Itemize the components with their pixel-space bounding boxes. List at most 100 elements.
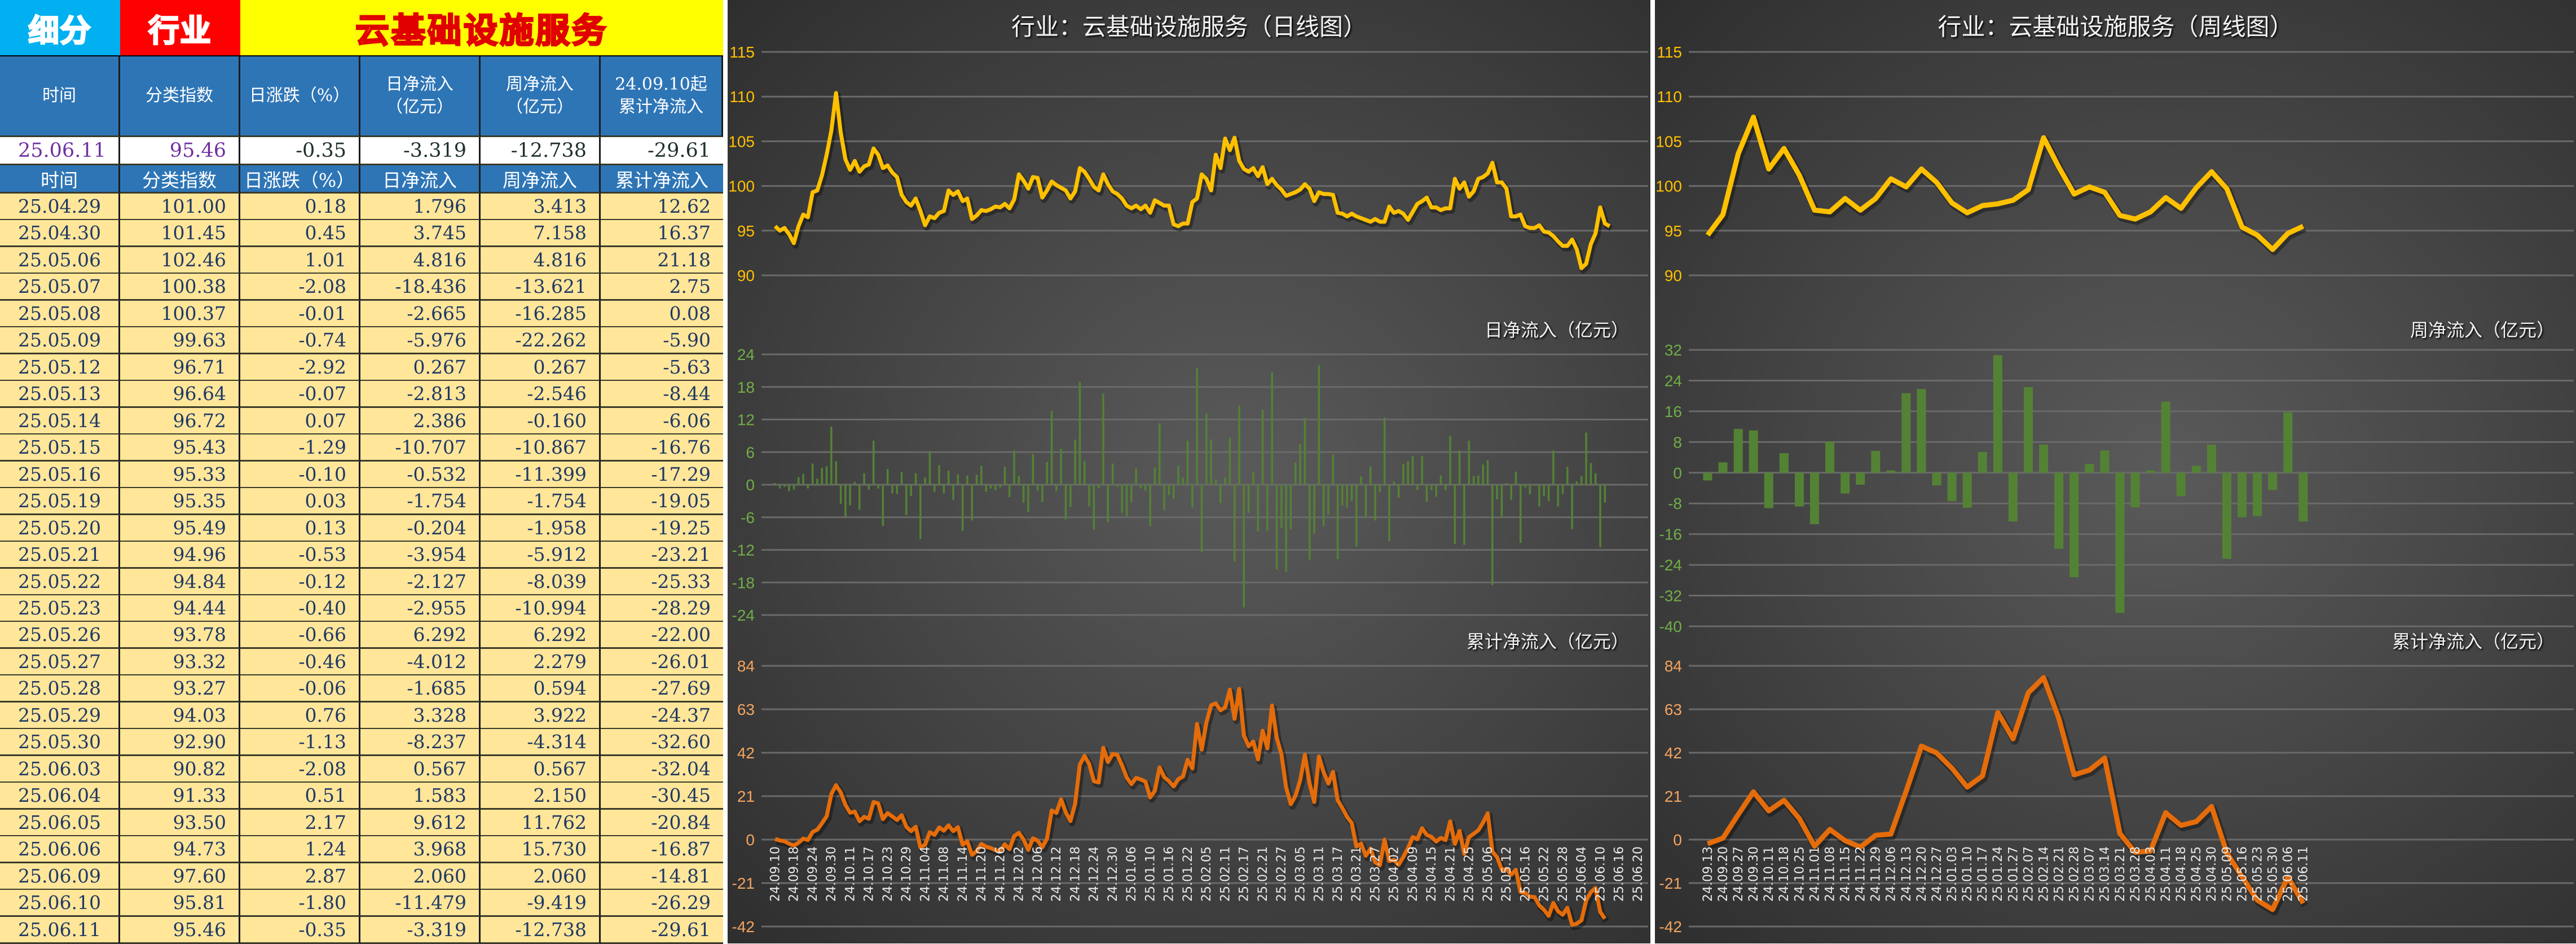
svg-text:25.03.07: 25.03.07: [2083, 846, 2097, 902]
svg-text:24.12.18: 24.12.18: [1068, 846, 1082, 902]
table-cell: -1.80: [240, 890, 360, 917]
table-cell: 1.796: [360, 194, 481, 221]
table-row: 25.05.22 94.84 -0.12 -2.127 -8.039 -25.33: [0, 569, 723, 596]
svg-text:95: 95: [737, 222, 755, 240]
svg-text:24.11.08: 24.11.08: [937, 846, 952, 902]
weekly-flow-label: 周净流入（亿元）: [2410, 319, 2555, 341]
table-row: 25.05.28 93.27 -0.06 -1.685 0.594 -27.69: [0, 675, 723, 702]
table-row: 25.05.19 95.35 0.03 -1.754 -1.754 -19.05: [0, 488, 723, 515]
svg-text:24.09.27: 24.09.27: [1732, 846, 1746, 902]
table-cell: 95.46: [120, 917, 240, 944]
svg-text:25.06.10: 25.06.10: [1593, 846, 1608, 902]
table-cell: -30.45: [601, 783, 723, 810]
table-cell: -5.63: [601, 354, 723, 381]
table-cell: -12.738: [481, 917, 601, 944]
table-cell: -0.35: [240, 137, 360, 165]
table-row: 25.05.26 93.78 -0.66 6.292 6.292 -22.00: [0, 622, 723, 649]
svg-text:12: 12: [737, 411, 755, 429]
table-row: 25.05.23 94.44 -0.40 -2.955 -10.994 -28.29: [0, 595, 723, 622]
svg-text:25.02.14: 25.02.14: [2037, 846, 2051, 902]
table-cell: 周净流入 （亿元）: [481, 56, 601, 137]
table-cell: 93.50: [120, 810, 240, 837]
table-cell: 91.33: [120, 783, 240, 810]
table-cell: -19.25: [601, 515, 723, 542]
table-cell: -17.29: [601, 462, 723, 489]
svg-text:25.01.10: 25.01.10: [1143, 846, 1157, 902]
table-cell: 95.35: [120, 488, 240, 515]
svg-text:84: 84: [1665, 657, 1682, 675]
table-row: 25.05.30 92.90 -1.13 -8.237 -4.314 -32.60: [0, 729, 723, 756]
svg-text:24.12.24: 24.12.24: [1087, 846, 1102, 902]
table-row: 25.05.20 95.49 0.13 -0.204 -1.958 -19.25: [0, 515, 723, 542]
table-cell: -22.262: [481, 327, 601, 354]
table-cell: 9.612: [360, 810, 481, 837]
svg-text:24.10.18: 24.10.18: [1777, 846, 1791, 902]
table-row: 25.05.21 94.96 -0.53 -3.954 -5.912 -23.21: [0, 542, 723, 569]
table-cell: -5.976: [360, 327, 481, 354]
svg-text:25.01.22: 25.01.22: [1181, 846, 1195, 902]
svg-text:24.11.29: 24.11.29: [1869, 846, 1883, 902]
table-cell: 时间: [0, 56, 120, 137]
table-cell: 2.75: [601, 274, 723, 301]
svg-text:24.12.12: 24.12.12: [1050, 846, 1064, 902]
table-cell: 25.05.20: [0, 515, 120, 542]
table-row: 25.05.14 96.72 0.07 2.386 -0.160 -6.06: [0, 408, 723, 435]
svg-text:-24: -24: [732, 607, 755, 624]
svg-text:25.04.15: 25.04.15: [1425, 846, 1439, 902]
table-cell: 时间: [0, 165, 120, 194]
table-row: 25.06.03 90.82 -2.08 0.567 0.567 -32.04: [0, 756, 723, 783]
table-cell: 1.583: [360, 783, 481, 810]
table-cell: 95.49: [120, 515, 240, 542]
svg-text:25.05.09: 25.05.09: [2220, 846, 2234, 902]
table-cell: -0.74: [240, 327, 360, 354]
table-cell: 2.386: [360, 408, 481, 435]
table-cell: 3.922: [481, 702, 601, 730]
svg-text:25.01.17: 25.01.17: [1976, 846, 1990, 902]
table-cell: 分类指数: [120, 165, 240, 194]
table-cell: 16.37: [601, 220, 723, 247]
daily-cum-label: 累计净流入（亿元）: [1466, 631, 1629, 652]
svg-text:25.04.09: 25.04.09: [1406, 846, 1420, 902]
svg-text:0: 0: [746, 831, 755, 849]
svg-text:-21: -21: [1659, 875, 1682, 892]
svg-text:25.05.23: 25.05.23: [2251, 846, 2265, 902]
svg-text:8: 8: [1673, 433, 1682, 451]
svg-text:63: 63: [1665, 701, 1682, 718]
table-cell: 25.05.30: [0, 729, 120, 756]
table-cell: -0.01: [240, 301, 360, 328]
table-cell: 25.05.07: [0, 274, 120, 301]
table-cell: 25.06.09: [0, 863, 120, 890]
table-cell: -10.867: [481, 434, 601, 462]
svg-text:63: 63: [737, 701, 755, 718]
svg-text:24.09.13: 24.09.13: [1701, 846, 1715, 902]
table-row: 25.06.11 95.46 -0.35 -3.319 -12.738 -29.61: [0, 917, 723, 944]
weekly-chart: 行业：云基础设施服务（周线图） 周净流入（亿元） 累计净流入（亿元） 90 95 1…: [1655, 0, 2576, 943]
svg-text:24.10.23: 24.10.23: [881, 846, 895, 902]
table-cell: -2.08: [240, 756, 360, 783]
table-row: 25.05.13 96.64 -0.07 -2.813 -2.546 -8.44: [0, 381, 723, 408]
table-cell: 3.745: [360, 220, 481, 247]
column-header-row: 时间 分类指数 日涨跌（%） 日净流入 （亿元） 周净流入 （亿元） 24.09.10起 累计净…: [0, 56, 723, 137]
table-cell: 25.05.15: [0, 434, 120, 462]
svg-text:25.02.21: 25.02.21: [1256, 846, 1270, 902]
svg-text:6: 6: [746, 444, 755, 461]
table-cell: 25.05.21: [0, 542, 120, 569]
table-cell: -26.29: [601, 890, 723, 917]
svg-text:25.06.20: 25.06.20: [1631, 846, 1645, 902]
weekly-chart-title: 行业：云基础设施服务（周线图）: [1937, 13, 2293, 41]
svg-text:25.05.06: 25.05.06: [1481, 846, 1495, 902]
table-cell: 2.87: [240, 863, 360, 890]
svg-text:-40: -40: [1659, 618, 1682, 635]
svg-text:25.05.30: 25.05.30: [2266, 846, 2280, 902]
table-row: 25.05.07 100.38 -2.08 -18.436 -13.621 2.75: [0, 274, 723, 301]
table-cell: -23.21: [601, 542, 723, 569]
table-cell: 96.71: [120, 354, 240, 381]
table-cell: -26.01: [601, 649, 723, 676]
table-cell: 0.08: [601, 301, 723, 328]
table-cell: -0.66: [240, 622, 360, 649]
table-cell: -20.84: [601, 810, 723, 837]
svg-text:25.03.17: 25.03.17: [1331, 846, 1345, 902]
table-cell: -1.754: [481, 488, 601, 515]
table-cell: 6.292: [481, 622, 601, 649]
table-cell: -5.912: [481, 542, 601, 569]
